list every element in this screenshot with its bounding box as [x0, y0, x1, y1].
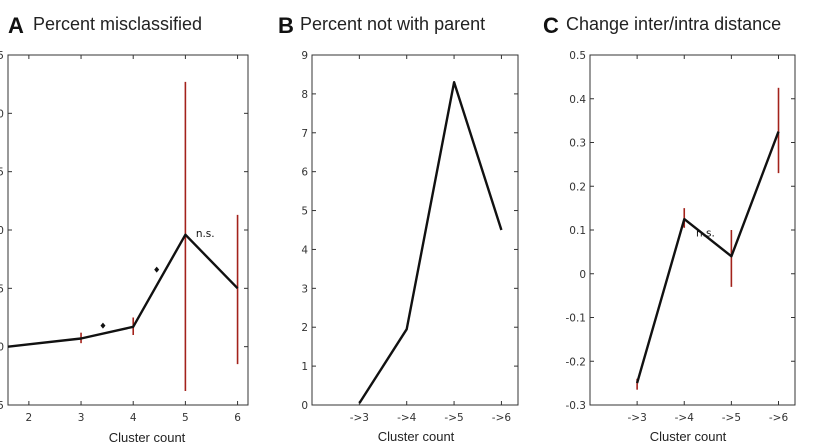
- panel-c-title: Change inter/intra distance: [566, 14, 781, 34]
- panel-a-xlabel: Cluster count: [109, 430, 186, 445]
- panel-a-plot: -5 0 5 10 15 20 25 2 3 4 5 6 n.s.: [0, 50, 249, 424]
- panel-b-ytick-label: 4: [301, 244, 308, 256]
- panel-b-ytick-label: 6: [301, 167, 308, 179]
- panel-a-letter: A: [8, 13, 24, 38]
- panel-b: B Percent not with parent Cluster count …: [278, 13, 519, 444]
- panel-b-ytick-label: 1: [301, 361, 308, 373]
- panel-b-letter: B: [278, 13, 294, 38]
- panel-a-ytick-label: 15: [0, 167, 4, 179]
- panel-a-xtick-label: 4: [130, 412, 137, 424]
- panel-a: A Percent misclassified Cluster count -5…: [0, 13, 249, 445]
- panel-c: C Change inter/intra distance Cluster co…: [543, 13, 796, 444]
- panel-c-ytick-label: 0.1: [569, 225, 586, 237]
- panel-b-axes-frame: [311, 54, 519, 406]
- panel-c-axes-frame: [589, 54, 796, 406]
- panel-c-ytick-label: -0.1: [566, 313, 587, 325]
- panel-c-xtick-label: ->5: [722, 412, 741, 424]
- panel-a-ytick-label: 10: [0, 225, 4, 237]
- panel-c-ytick-label: 0.4: [569, 94, 586, 106]
- panel-a-xtick-label: 2: [26, 412, 33, 424]
- panel-b-title: Percent not with parent: [300, 14, 485, 34]
- panel-b-xtick-label: ->3: [350, 412, 369, 424]
- panel-a-xtick-label: 6: [234, 412, 241, 424]
- panel-a-ytick-label: 25: [0, 50, 4, 62]
- panel-b-ytick-label: 2: [301, 322, 308, 334]
- panel-b-xtick-label: ->6: [492, 412, 512, 424]
- panel-a-marker: [154, 266, 160, 273]
- panel-b-ytick-label: 3: [301, 283, 308, 295]
- panel-b-plot: 0 1 2 3 4 5 6 7 8 9 ->3 ->4 ->5 ->6: [301, 50, 519, 424]
- panel-a-marker: [100, 322, 106, 329]
- panel-a-ytick-label: 20: [0, 108, 4, 120]
- panel-b-xtick-label: ->5: [444, 412, 463, 424]
- panel-b-ytick-label: 9: [301, 50, 308, 62]
- panel-c-ytick-label: -0.2: [566, 356, 587, 368]
- panel-c-xtick-label: ->4: [675, 412, 695, 424]
- panel-b-series-line: [358, 80, 503, 404]
- panel-c-ytick-label: 0.5: [569, 50, 586, 62]
- panel-c-ytick-label: 0.3: [569, 138, 586, 150]
- panel-a-xtick-label: 5: [182, 412, 189, 424]
- panel-a-title: Percent misclassified: [33, 14, 202, 34]
- panel-c-letter: C: [543, 13, 559, 38]
- panel-c-series-line: [635, 131, 780, 384]
- panel-b-ytick-label: 7: [301, 128, 308, 140]
- panel-b-xtick-label: ->4: [397, 412, 417, 424]
- panel-a-series-line: [7, 233, 239, 348]
- panel-b-ytick-label: 8: [301, 89, 308, 101]
- panel-c-ytick-label: 0: [579, 269, 586, 281]
- panel-c-xtick-label: ->6: [769, 412, 789, 424]
- panel-c-annotation-ns: n.s.: [696, 228, 715, 240]
- panel-c-ytick-label: 0.2: [569, 181, 586, 193]
- panel-a-ytick-label: 5: [0, 283, 4, 295]
- panel-b-xlabel: Cluster count: [378, 429, 455, 444]
- panel-b-ytick-label: 0: [301, 400, 308, 412]
- panel-c-plot: -0.3 -0.2 -0.1 0 0.1 0.2 0.3 0.4 0.5 ->3 ->4 ->5 ->6…: [566, 50, 796, 424]
- panel-b-ytick-label: 5: [301, 206, 308, 218]
- panel-a-xtick-label: 3: [78, 412, 85, 424]
- panel-c-xlabel: Cluster count: [650, 429, 727, 444]
- panel-a-annotation-ns: n.s.: [196, 228, 215, 240]
- panel-a-ytick-label: -5: [0, 400, 4, 412]
- panel-c-xtick-label: ->3: [627, 412, 646, 424]
- panel-c-ytick-label: -0.3: [566, 400, 587, 412]
- panel-a-ytick-label: 0: [0, 342, 4, 354]
